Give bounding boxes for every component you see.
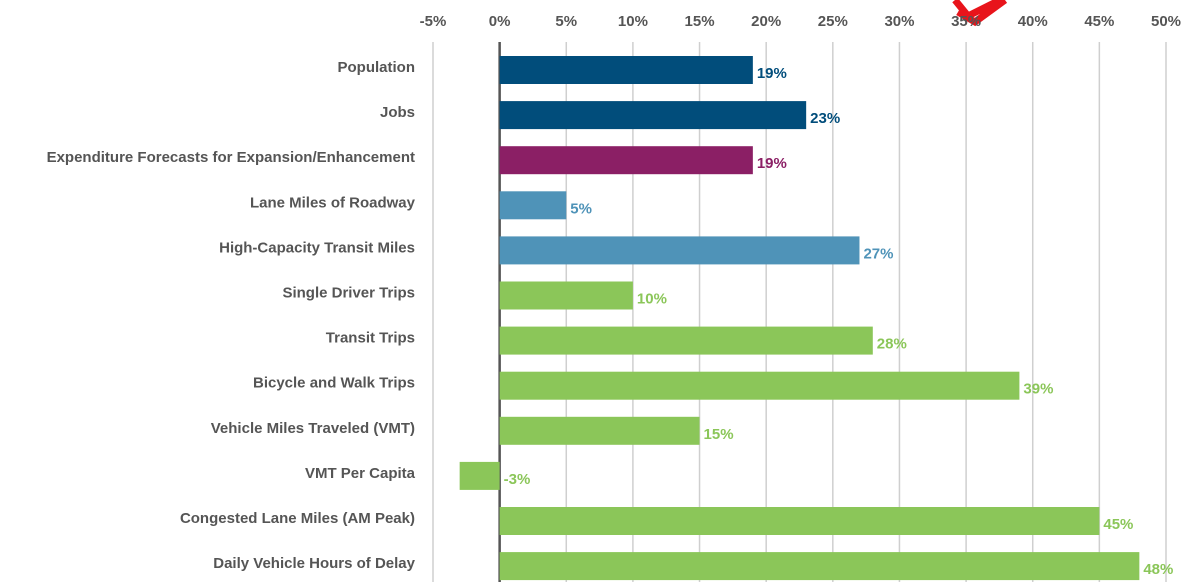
bar: [499, 552, 1140, 581]
bar: [499, 146, 753, 175]
x-tick-label: 35%: [951, 13, 981, 30]
bar: [499, 191, 567, 220]
y-tick-label: Congested Lane Miles (AM Peak): [180, 510, 415, 527]
bar: [499, 326, 873, 355]
y-tick-label: Lane Miles of Roadway: [250, 194, 416, 211]
data-label: 39%: [1023, 381, 1053, 398]
x-tick-label: 45%: [1084, 13, 1114, 30]
bar: [499, 101, 807, 130]
y-tick-label: Population: [338, 59, 416, 76]
y-tick-label: Vehicle Miles Traveled (VMT): [211, 420, 415, 437]
x-tick-label: 50%: [1151, 13, 1181, 30]
data-label: 10%: [637, 290, 667, 307]
x-tick-label: 40%: [1018, 13, 1048, 30]
x-tick-label: 10%: [618, 13, 648, 30]
data-label: 48%: [1143, 561, 1173, 578]
x-tick-label: 0%: [489, 13, 511, 30]
data-label: 45%: [1103, 516, 1133, 533]
x-tick-label: 30%: [884, 13, 914, 30]
bar: [499, 281, 633, 310]
data-label: 27%: [863, 245, 893, 262]
y-tick-label: High-Capacity Transit Miles: [219, 239, 415, 256]
data-label: 19%: [757, 65, 787, 82]
bar: [499, 236, 860, 265]
data-label: -3%: [504, 471, 531, 488]
y-tick-label: Transit Trips: [326, 330, 415, 347]
x-tick-label: 15%: [685, 13, 715, 30]
x-tick-label: 25%: [818, 13, 848, 30]
y-tick-label: Single Driver Trips: [282, 284, 415, 301]
data-label: 15%: [704, 426, 734, 443]
bar: [459, 461, 500, 490]
y-tick-label: Bicycle and Walk Trips: [253, 375, 415, 392]
bar: [499, 371, 1020, 400]
y-tick-label: Jobs: [380, 104, 415, 121]
x-tick-label: 20%: [751, 13, 781, 30]
y-tick-label: VMT Per Capita: [305, 465, 416, 482]
x-tick-label: -5%: [420, 13, 447, 30]
bar: [499, 507, 1100, 535]
x-tick-label: 5%: [555, 13, 577, 30]
annotation-mark: [952, 0, 1008, 27]
data-label: 19%: [757, 155, 787, 172]
data-label: 5%: [570, 200, 592, 217]
data-label: 23%: [810, 110, 840, 127]
y-tick-label: Daily Vehicle Hours of Delay: [213, 555, 415, 572]
bar: [499, 416, 700, 445]
y-tick-label: Expenditure Forecasts for Expansion/Enha…: [47, 149, 415, 166]
bar: [499, 56, 753, 84]
data-label: 28%: [877, 336, 907, 353]
